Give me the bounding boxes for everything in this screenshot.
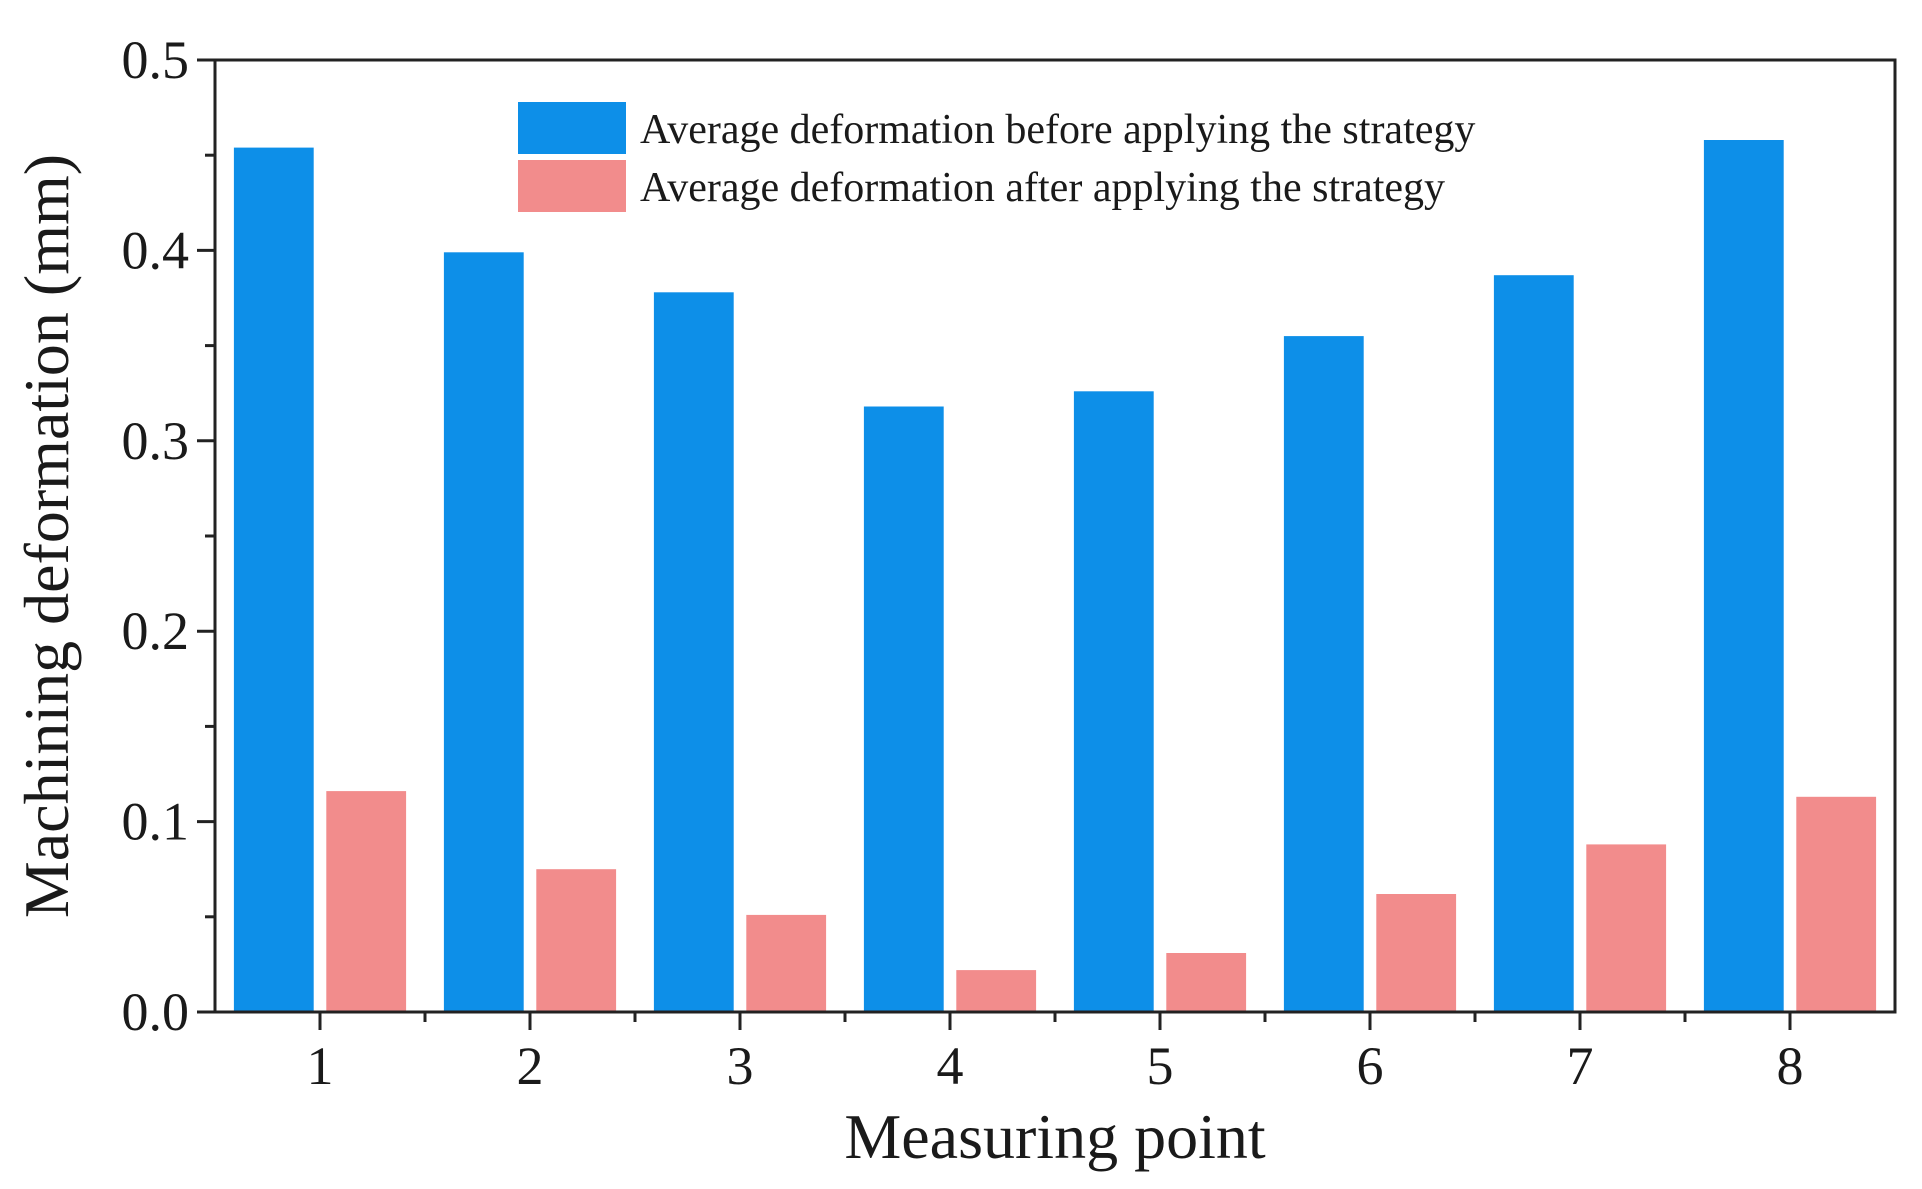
y-axis-title: Machining deformation (mm) [11, 154, 82, 918]
x-tick-label: 8 [1777, 1036, 1804, 1096]
y-tick-label: 0.1 [122, 792, 190, 852]
x-axis: 1 2 3 4 5 6 7 8 [307, 1012, 1804, 1096]
bar-before-6 [1283, 336, 1364, 1013]
y-tick-label: 0.4 [122, 220, 190, 280]
legend-swatch-before [518, 102, 626, 154]
x-tick-label: 3 [727, 1036, 754, 1096]
legend: Average deformation before applying the … [518, 102, 1475, 212]
legend-label-after: Average deformation after applying the s… [640, 165, 1445, 211]
legend-swatch-after [518, 160, 626, 212]
y-tick-label: 0.5 [122, 30, 190, 90]
bar-before-8 [1703, 140, 1784, 1012]
bar-after-1 [326, 791, 407, 1012]
x-tick-label: 7 [1567, 1036, 1594, 1096]
y-axis: 0.0 0.1 0.2 0.3 0.4 0.5 [122, 30, 215, 1042]
y-tick-label: 0.2 [122, 601, 190, 661]
x-axis-title: Measuring point [844, 1101, 1266, 1172]
bar-after-6 [1376, 894, 1457, 1012]
bar-after-8 [1796, 796, 1877, 1012]
x-tick-label: 6 [1357, 1036, 1384, 1096]
bar-before-1 [233, 147, 314, 1013]
x-tick-label: 1 [307, 1036, 334, 1096]
bar-after-3 [746, 914, 827, 1012]
bars-layer [233, 140, 1877, 1013]
bar-after-4 [956, 970, 1037, 1012]
bar-after-2 [536, 869, 617, 1012]
legend-label-before: Average deformation before applying the … [640, 107, 1475, 153]
x-tick-label: 2 [517, 1036, 544, 1096]
bar-after-7 [1586, 844, 1667, 1012]
x-tick-label: 5 [1147, 1036, 1174, 1096]
bar-before-4 [863, 406, 944, 1012]
bar-before-3 [653, 292, 734, 1012]
bar-before-2 [443, 252, 524, 1013]
bar-after-5 [1166, 953, 1247, 1012]
bar-before-5 [1073, 391, 1154, 1012]
y-tick-label: 0.3 [122, 411, 190, 471]
bar-before-7 [1493, 275, 1574, 1012]
y-tick-label: 0.0 [122, 982, 190, 1042]
x-tick-label: 4 [937, 1036, 964, 1096]
